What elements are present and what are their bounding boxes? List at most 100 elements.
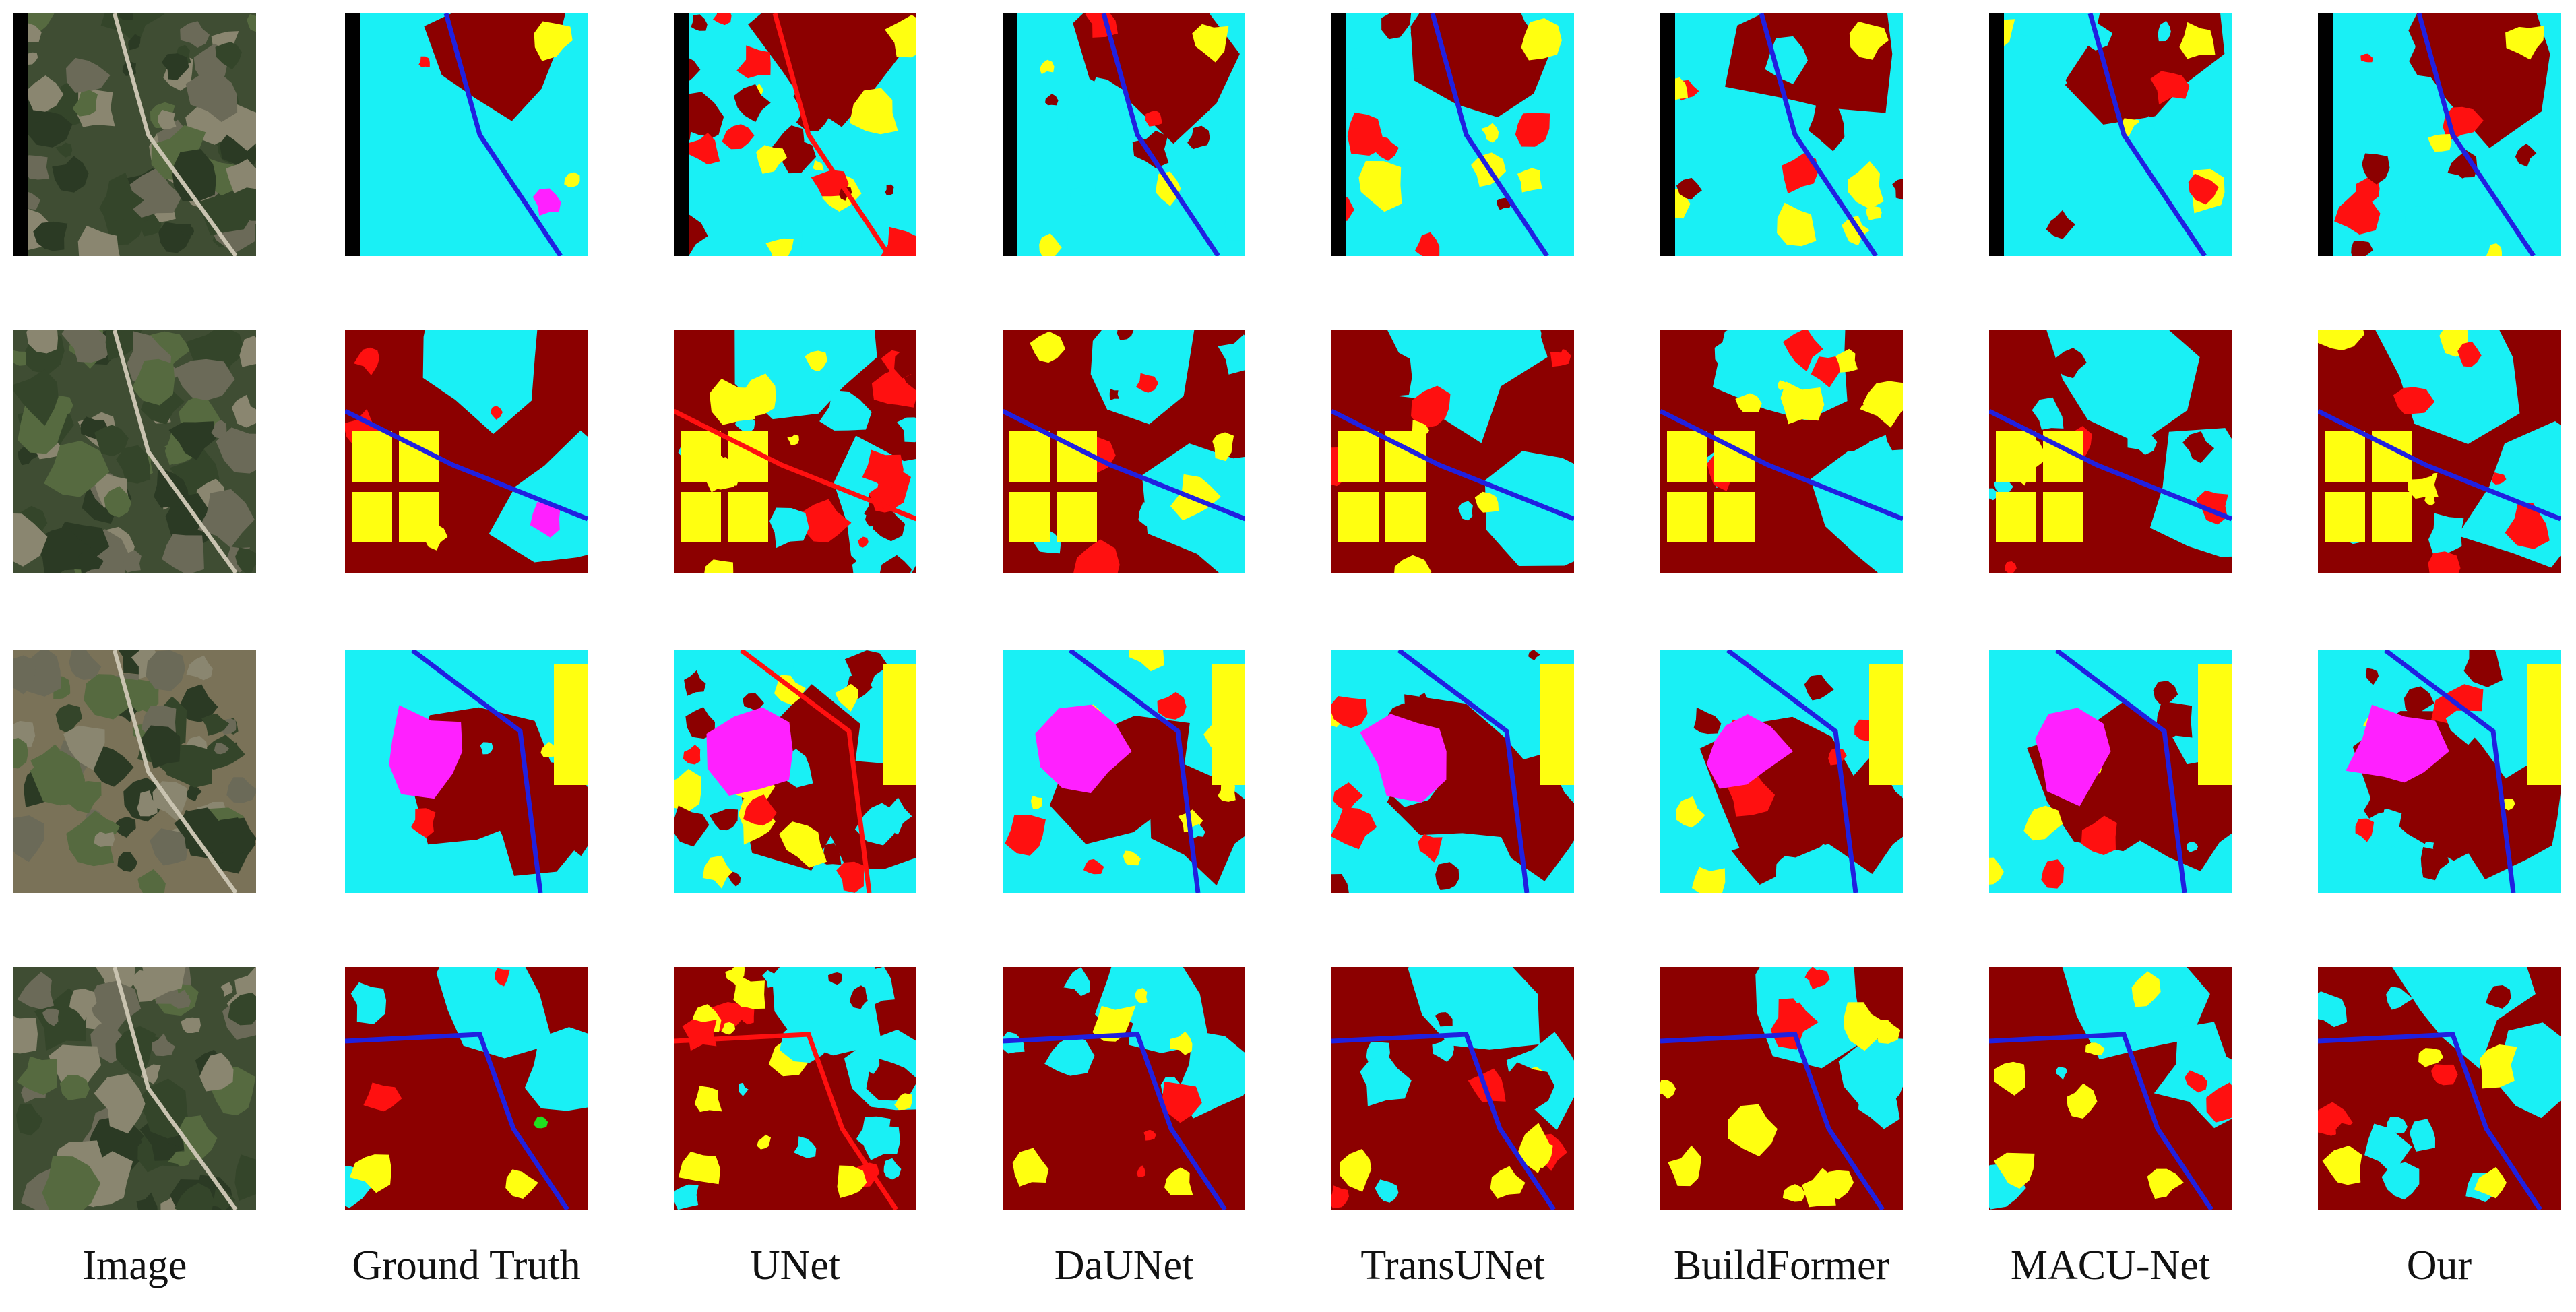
region <box>1030 331 1065 363</box>
region <box>349 1154 391 1193</box>
region <box>61 330 117 363</box>
region <box>706 707 793 796</box>
region <box>2360 809 2402 850</box>
region <box>247 13 256 32</box>
region <box>1039 59 1055 75</box>
region <box>471 38 492 63</box>
region <box>1057 492 1097 542</box>
region <box>480 742 493 755</box>
region <box>743 794 777 826</box>
region <box>2363 796 2387 819</box>
region <box>691 14 708 31</box>
region <box>185 72 238 123</box>
aerial-image <box>13 967 256 1210</box>
region <box>2438 173 2470 204</box>
region <box>540 741 557 757</box>
region <box>118 13 133 20</box>
region <box>1667 492 1707 542</box>
region <box>1735 393 1762 412</box>
region <box>2191 107 2232 150</box>
region <box>2188 173 2219 205</box>
region <box>2179 22 2216 59</box>
region <box>1069 179 1096 206</box>
region <box>1360 1055 1412 1106</box>
region <box>769 507 809 549</box>
segmentation-map <box>674 650 916 893</box>
region <box>13 1016 38 1054</box>
region <box>1331 807 1377 850</box>
region <box>1660 1080 1676 1099</box>
region <box>215 42 242 70</box>
region <box>836 861 865 893</box>
region <box>733 974 765 1009</box>
region <box>13 815 44 863</box>
region <box>410 808 436 838</box>
region <box>422 330 538 434</box>
region <box>2378 1067 2428 1111</box>
road <box>2054 650 2187 893</box>
region <box>894 1093 912 1111</box>
region <box>1373 135 1399 161</box>
region <box>1164 1167 1193 1195</box>
region <box>2409 1119 2435 1152</box>
region <box>849 88 898 135</box>
region <box>505 1169 538 1199</box>
region <box>1994 1061 2025 1096</box>
region <box>137 790 158 817</box>
region <box>214 743 230 755</box>
column-label: Our <box>2407 1243 2472 1288</box>
region <box>733 84 771 123</box>
region <box>2153 681 2178 705</box>
road <box>1660 408 1903 522</box>
region <box>883 1158 902 1180</box>
region <box>1782 153 1819 194</box>
region <box>2404 206 2437 238</box>
region <box>1157 691 1187 720</box>
region <box>844 650 889 691</box>
region <box>2505 26 2544 60</box>
region <box>2131 971 2161 1007</box>
region <box>727 871 741 887</box>
region <box>142 967 186 1001</box>
region <box>2325 431 2365 482</box>
region <box>13 737 28 769</box>
region <box>1783 330 1823 372</box>
region <box>877 797 912 835</box>
road <box>1989 1032 2213 1210</box>
road <box>1068 650 1201 893</box>
region <box>1035 704 1132 794</box>
region <box>208 1189 236 1210</box>
region <box>2430 1064 2458 1086</box>
border <box>674 13 689 256</box>
column-label: TransUNet <box>1360 1243 1544 1288</box>
region <box>1807 844 1835 873</box>
region <box>1714 340 1747 375</box>
region <box>704 559 734 573</box>
region <box>13 350 26 366</box>
region <box>399 492 439 542</box>
region <box>1854 397 1864 406</box>
region <box>751 1090 765 1102</box>
region <box>1360 714 1447 803</box>
region <box>2147 1168 2184 1199</box>
region <box>1338 431 1379 482</box>
region <box>811 170 849 197</box>
column-label: Ground Truth <box>352 1243 580 1288</box>
region <box>116 445 151 484</box>
region <box>819 390 872 431</box>
region <box>1031 795 1042 809</box>
region <box>1879 967 1903 999</box>
segmentation-map <box>674 967 916 1210</box>
region <box>2335 1123 2358 1142</box>
region <box>28 75 64 112</box>
road <box>772 13 891 256</box>
region <box>709 809 738 831</box>
region <box>152 1033 175 1057</box>
road <box>2416 13 2536 256</box>
region <box>1190 823 1205 839</box>
region <box>13 513 48 567</box>
region <box>78 551 104 573</box>
region <box>1989 857 2004 885</box>
region <box>363 1082 402 1112</box>
